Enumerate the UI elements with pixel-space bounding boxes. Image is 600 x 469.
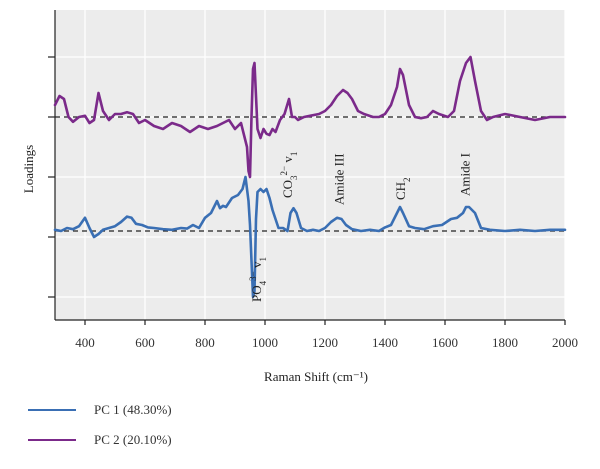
- series-line-pc1: [53, 175, 567, 299]
- x-tick-label: 600: [135, 335, 155, 350]
- x-axis-title: Raman Shift (cm⁻¹): [264, 369, 368, 384]
- x-tick-label: 1600: [432, 335, 458, 350]
- legend-label-pc1: PC 1 (48.30%): [94, 402, 172, 417]
- annotation-ch2: CH2: [393, 177, 412, 200]
- x-tick-label: 1800: [492, 335, 518, 350]
- legend-swatch-pc1: [28, 409, 76, 411]
- legend-label-pc2: PC 2 (20.10%): [94, 432, 172, 447]
- x-tick-label: 1000: [252, 335, 278, 350]
- annotation-po4: PO43− v1: [248, 257, 268, 302]
- x-tick-label: 800: [195, 335, 215, 350]
- annotation-amide1: Amide I: [458, 153, 473, 196]
- series-line-pc2: [53, 55, 567, 179]
- legend-item-pc2: PC 2 (20.10%): [28, 432, 172, 448]
- x-tick-label: 1400: [372, 335, 398, 350]
- x-tick-label: 400: [75, 335, 95, 350]
- y-axis-title: Loadings: [21, 145, 36, 193]
- raman-loadings-chart: 400 600 800 1000 1200 1400 1600 1800 2000 PO43− v…: [21, 10, 578, 384]
- annotation-amide3: Amide III: [332, 153, 347, 205]
- x-tick-label: 2000: [552, 335, 578, 350]
- legend-swatch-pc2: [28, 439, 76, 441]
- plot-background: [55, 10, 565, 320]
- annotation-co3: CO32− v1: [279, 152, 299, 198]
- x-tick-label: 1200: [312, 335, 338, 350]
- legend-item-pc1: PC 1 (48.30%): [28, 402, 172, 418]
